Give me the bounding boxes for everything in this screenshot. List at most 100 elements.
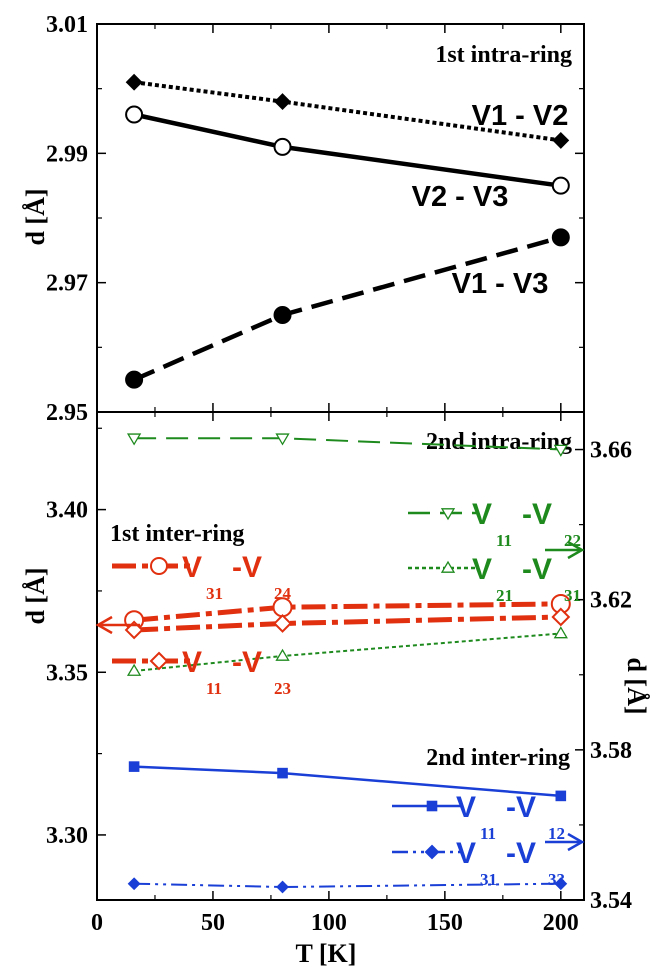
legend-marker	[426, 800, 438, 812]
legend-sub1: 11	[480, 824, 496, 843]
legend-main-v: V	[456, 837, 476, 870]
legend-sub2: 12	[548, 824, 565, 843]
panel2-frame	[96, 411, 585, 901]
legend-marker	[149, 651, 169, 671]
data-point	[275, 433, 290, 446]
annotation-2nd-inter-ring: 2nd inter-ring	[426, 745, 570, 771]
panel2-right-y-tick-label: 3.62	[590, 588, 632, 614]
x-tick-label: 0	[91, 910, 103, 936]
right-axis-arrow-blue	[545, 832, 585, 852]
data-point	[125, 105, 144, 124]
legend-marker	[440, 560, 456, 573]
series-line	[133, 601, 561, 623]
legend-sub2: 23	[274, 679, 291, 698]
arrow-head	[567, 832, 585, 852]
data-point	[273, 137, 292, 156]
legend-sub2: 22	[564, 531, 581, 550]
annotation-2nd-intra-ring: 2nd intra-ring	[426, 429, 572, 455]
data-point	[128, 761, 140, 772]
legend-sub1: 31	[480, 870, 497, 889]
legend-main-v: V	[182, 551, 202, 584]
data-point	[551, 228, 570, 247]
panel2-right-y-tick-label: 3.54	[590, 888, 632, 914]
x-tick-label: 200	[543, 910, 579, 936]
arrow-head	[567, 540, 585, 560]
legend-sub2: 33	[548, 870, 565, 889]
x-tick-label: 100	[311, 910, 347, 936]
data-point	[126, 663, 142, 676]
panel2-right-y-tick-label: 3.66	[590, 438, 632, 464]
x-tick-label: 150	[427, 910, 463, 936]
annotation-1st-inter-ring: 1st inter-ring	[110, 521, 244, 547]
series-v21-v31	[126, 626, 568, 676]
series-v1-v2	[125, 73, 570, 149]
series-v11-v22	[126, 433, 568, 457]
legend-sub1: 11	[206, 679, 222, 698]
legend-main-v2: -V	[232, 551, 262, 584]
x-axis-label: T [K]	[296, 939, 357, 968]
panel2-ylabel: d [Å]	[21, 567, 50, 624]
panel1-y-tick-label: 2.99	[46, 141, 88, 167]
legend-entry-v11-v12: V11 -V 12	[392, 791, 565, 843]
data-point	[277, 767, 288, 779]
series-label-v1-v3: V1 - V3	[452, 268, 549, 300]
panel1-y-tick-label: 3.01	[46, 12, 88, 38]
panel1-ylabel: d [Å]	[21, 188, 50, 245]
legend-entry-v31-v33: V31 -V 33	[392, 837, 565, 889]
panel1-frame	[96, 23, 585, 413]
data-point	[125, 73, 143, 91]
data-point	[552, 131, 570, 149]
legend-main-v2: -V	[522, 553, 552, 586]
data-point	[125, 370, 144, 389]
data-point	[551, 176, 570, 195]
data-point	[126, 433, 142, 446]
data-point	[275, 648, 290, 661]
legend-marker	[440, 508, 456, 521]
panel1-title: 1st intra-ring	[435, 42, 572, 68]
panel1-y-tick-label: 2.95	[46, 400, 88, 426]
legend-sub1: 31	[206, 584, 223, 603]
panel1-y-tick-label: 2.97	[46, 271, 88, 297]
legend-sub2: 24	[274, 584, 292, 603]
data-point	[127, 877, 141, 891]
legend-main-v: V	[456, 791, 476, 824]
legend-main-v2: -V	[506, 837, 536, 870]
data-point	[555, 790, 567, 802]
panel2-y-tick-label: 3.30	[46, 823, 88, 849]
legend-sub2: 31	[564, 586, 581, 605]
legend-marker	[424, 844, 440, 860]
data-point	[551, 607, 571, 627]
panel2-y-tick-label: 3.35	[46, 660, 88, 686]
data-point	[553, 444, 568, 457]
data-point	[553, 626, 568, 639]
series-label-v2-v3: V2 - V3	[412, 181, 509, 213]
series-line	[133, 235, 562, 382]
legend-main-v2: -V	[506, 791, 536, 824]
panel2-ylabel-right: d [Å]	[622, 657, 651, 714]
x-tick-label: 50	[201, 910, 225, 936]
legend-main-v: V	[472, 498, 492, 531]
legend-entry-v11-v23: V11 -V 23	[112, 646, 291, 698]
legend-main-v2: -V	[522, 498, 552, 531]
legend-entry-v11-v22: V11 -V 22	[408, 498, 581, 550]
arrow-head	[95, 615, 113, 635]
data-point	[276, 880, 289, 894]
right-axis-arrow-green	[545, 540, 585, 560]
panel2-y-tick-label: 3.40	[46, 498, 88, 524]
legend-marker	[150, 557, 168, 575]
legend-entry-v31-v24: V31 -V 24	[112, 551, 292, 603]
series-v31-v33	[127, 877, 568, 894]
legend-entry-v21-v31: V21 -V 31	[408, 553, 581, 605]
legend-main-v2: -V	[232, 646, 262, 679]
series-v2-v3	[125, 105, 570, 195]
legend-sub1: 21	[496, 586, 513, 605]
data-point	[554, 877, 568, 891]
panel2-right-y-tick-label: 3.58	[590, 738, 632, 764]
series-label-v1-v2: V1 - V2	[472, 100, 569, 132]
data-point	[274, 93, 291, 111]
series-v11-v12	[128, 761, 567, 802]
legend-main-v: V	[182, 646, 202, 679]
left-axis-arrow-red	[95, 615, 140, 635]
legend-main-v: V	[472, 553, 492, 586]
